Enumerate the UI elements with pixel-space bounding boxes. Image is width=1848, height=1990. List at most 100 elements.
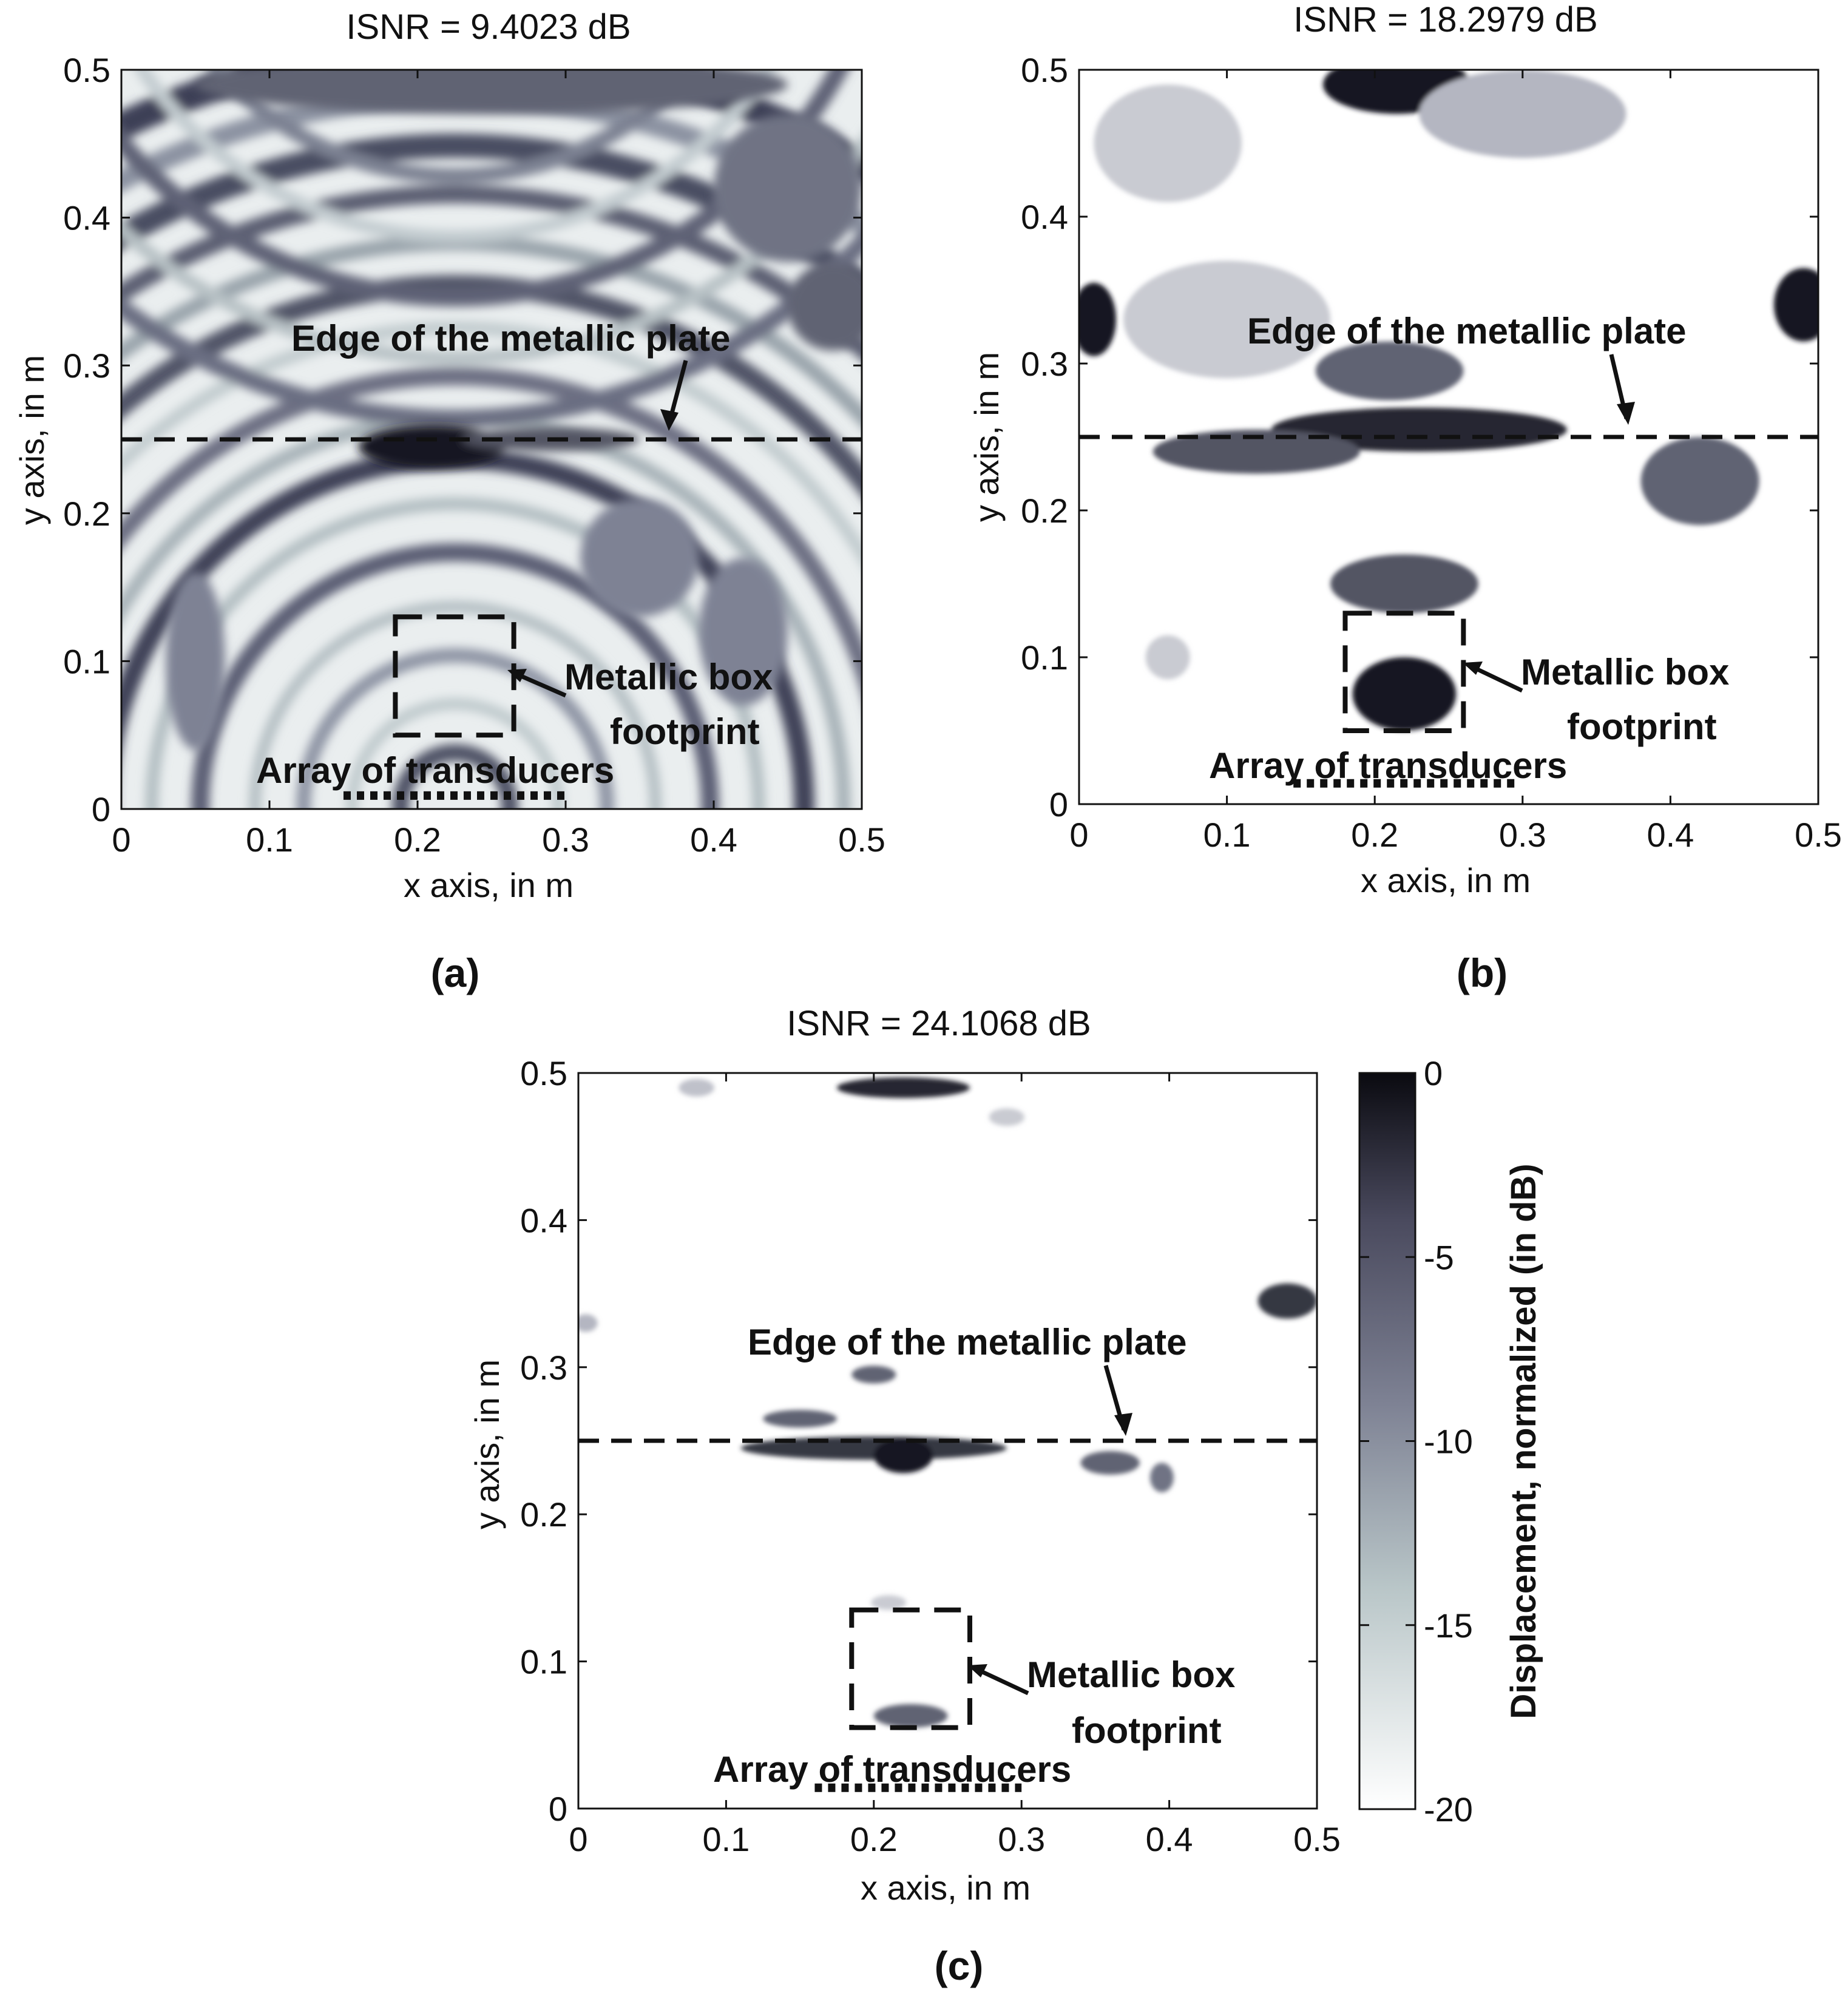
panel-b-blob-8: [1152, 429, 1360, 474]
panel-a-blob-4: [788, 262, 862, 351]
panel-b-xtick-label: 0.2: [1351, 816, 1398, 854]
panel-b-xtick-label: 0.4: [1647, 816, 1694, 854]
panel-c-edge-label: Edge of the metallic plate: [748, 1322, 1187, 1362]
panel-b-edge-arrowhead: [1617, 402, 1635, 425]
panel-c-box-label-1: Metallic box: [1027, 1654, 1235, 1695]
panel-c-blob-0: [836, 1077, 970, 1098]
panel-c-xlabel: x axis, in m: [861, 1869, 1031, 1907]
panel-b-edge-label: Edge of the metallic plate: [1247, 311, 1687, 351]
panel-c-edge-arrowhead: [1114, 1413, 1132, 1436]
panel-c-ytick-label: 0.1: [520, 1643, 567, 1681]
panel-b-label: (b): [1457, 950, 1508, 995]
panel-a-xtick-label: 0.1: [246, 821, 293, 859]
panel-c-box-footprint: [849, 1607, 973, 1730]
panel-c-label: (c): [935, 1943, 984, 1988]
panel-b-blob-11: [1352, 657, 1457, 731]
panel-a-xtick-label: 0.2: [394, 821, 441, 859]
panel-c-blob-1: [679, 1078, 714, 1097]
panel-c-array-label: Array of transducers: [713, 1749, 1071, 1790]
panel-a-xtick-label: 0.4: [690, 821, 737, 859]
panel-a-box-label-2: footprint: [610, 711, 760, 752]
panel-b-ytick-label: 0.3: [1021, 345, 1068, 383]
panel-c-blob-2: [989, 1108, 1025, 1126]
panel-b-title: ISNR = 18.2979 dB: [1293, 0, 1597, 39]
panel-c-blob-6: [851, 1366, 896, 1384]
colorbar-tick-label: -15: [1424, 1606, 1473, 1645]
panel-b-xlabel: x axis, in m: [1361, 861, 1531, 899]
panel-a-ytick-label: 0.1: [63, 642, 110, 680]
panel-a-blob-2: [195, 70, 788, 115]
panel-b-blob-12: [1145, 635, 1190, 680]
panel-c-blob-8: [1149, 1463, 1174, 1492]
panel-c-box-label-2: footprint: [1072, 1710, 1222, 1751]
panel-c-blob-10: [578, 1314, 598, 1332]
panel-c-xtick-label: 0.1: [702, 1820, 750, 1858]
panel-b-blob-1: [1419, 70, 1626, 158]
panel-a-title: ISNR = 9.4023 dB: [346, 7, 631, 47]
panel-a-blob-5: [580, 498, 699, 617]
panel-c-xtick-label: 0.3: [998, 1820, 1045, 1858]
panel-a-ytick-label: 0.2: [63, 495, 110, 533]
colorbar-tick-label: -20: [1424, 1790, 1473, 1829]
colorbar-tick-label: -5: [1424, 1238, 1454, 1276]
panel-a-xtick-label: 0: [112, 821, 130, 859]
panel-c-xtick-label: 0.5: [1293, 1820, 1341, 1858]
panel-c-xtick-label: 0.2: [850, 1820, 898, 1858]
panel-b-heatmap: [1079, 70, 1818, 804]
panel-b-xtick-label: 0.1: [1203, 816, 1251, 854]
panel-b-array-label: Array of transducers: [1209, 745, 1567, 786]
panel-c-blob-4: [873, 1438, 933, 1474]
panel-b-blob-2: [1094, 84, 1242, 202]
panel-c-ytick-label: 0.4: [520, 1201, 567, 1239]
panel-a-blob-6: [699, 557, 788, 706]
panel-b-ticks: 0 0.1 0.2 0.3 0.4 0.5 0 0.1 0.2 0.3 0.4 0.5: [1021, 51, 1842, 854]
panel-a-xtick-label: 0.3: [542, 821, 589, 859]
panel-b: ISNR = 18.2979 dB 0 0.1 0.2 0.3 0.4 0.5 0 0.1 0.…: [967, 0, 1842, 995]
panel-a-edge-label: Edge of the metallic plate: [291, 318, 731, 359]
panel-c-blob-9: [1257, 1283, 1317, 1319]
panel-a-ytick-label: 0.3: [63, 347, 110, 385]
panel-a-ytick-label: 0: [92, 790, 110, 828]
panel-c-ytick-label: 0.2: [520, 1495, 567, 1534]
panel-b-ytick-label: 0.5: [1021, 51, 1068, 89]
colorbar-ticks: 0 -5 -10 -15 -20: [1359, 1054, 1473, 1829]
panel-b-blob-5: [1773, 268, 1818, 342]
panel-b-box-arrowhead: [1463, 662, 1483, 675]
panel-a-box-label-1: Metallic box: [564, 657, 773, 697]
panel-c-box-arrowhead: [967, 1664, 987, 1677]
panel-a-ylabel: y axis, in m: [13, 355, 51, 525]
panel-c-ylabel: y axis, in m: [468, 1359, 506, 1529]
panel-c-ytick-label: 0.3: [520, 1349, 567, 1387]
panel-c-xtick-label: 0.4: [1146, 1820, 1193, 1858]
panel-a-array-label: Array of transducers: [256, 750, 614, 791]
panel-a-ticks: 0 0.1 0.2 0.3 0.4 0.5 0 0.1 0.2 0.3 0.4 0.5: [63, 51, 885, 859]
colorbar-tick-label: -10: [1424, 1423, 1473, 1461]
panel-b-xtick-label: 0.5: [1795, 816, 1842, 854]
panel-c-xtick-label: 0: [569, 1820, 587, 1858]
panel-b-blob-9: [1640, 437, 1759, 526]
panel-a-blob-7: [166, 572, 225, 750]
panel-b-overlays: Edge of the metallic plate Metallic box …: [1079, 311, 1818, 788]
panel-c-blob-12: [870, 1595, 907, 1610]
panel-b-ytick-label: 0.2: [1021, 492, 1068, 530]
panel-a-box-arrowhead: [507, 669, 527, 682]
panel-a-ytick-label: 0.4: [63, 199, 110, 237]
panel-c-ytick-label: 0.5: [520, 1054, 567, 1092]
panel-b-ytick-label: 0: [1049, 785, 1068, 824]
panel-a-overlays: Edge of the metallic plate Metallic box …: [121, 318, 862, 800]
panel-b-xtick-label: 0.3: [1499, 816, 1546, 854]
panel-b-ytick-label: 0.4: [1021, 198, 1068, 236]
colorbar-tick-label: 0: [1424, 1054, 1443, 1092]
panel-a-edge-arrowhead: [660, 409, 679, 431]
panel-b-box-footprint: [1342, 611, 1466, 734]
panel-b-box-label-2: footprint: [1567, 706, 1717, 747]
colorbar: 0 -5 -10 -15 -20 Displacement, normalized (i…: [1358, 1054, 1543, 1829]
panel-c-title: ISNR = 24.1068 dB: [787, 1004, 1091, 1043]
panel-b-ylabel: y axis, in m: [967, 352, 1006, 522]
panel-a-blob-3: [714, 114, 862, 262]
panel-c-blob-11: [873, 1704, 948, 1728]
panel-a-label: (a): [431, 950, 480, 995]
panel-b-blob-6: [1315, 341, 1464, 401]
panel-c-ytick-label: 0: [549, 1790, 567, 1828]
